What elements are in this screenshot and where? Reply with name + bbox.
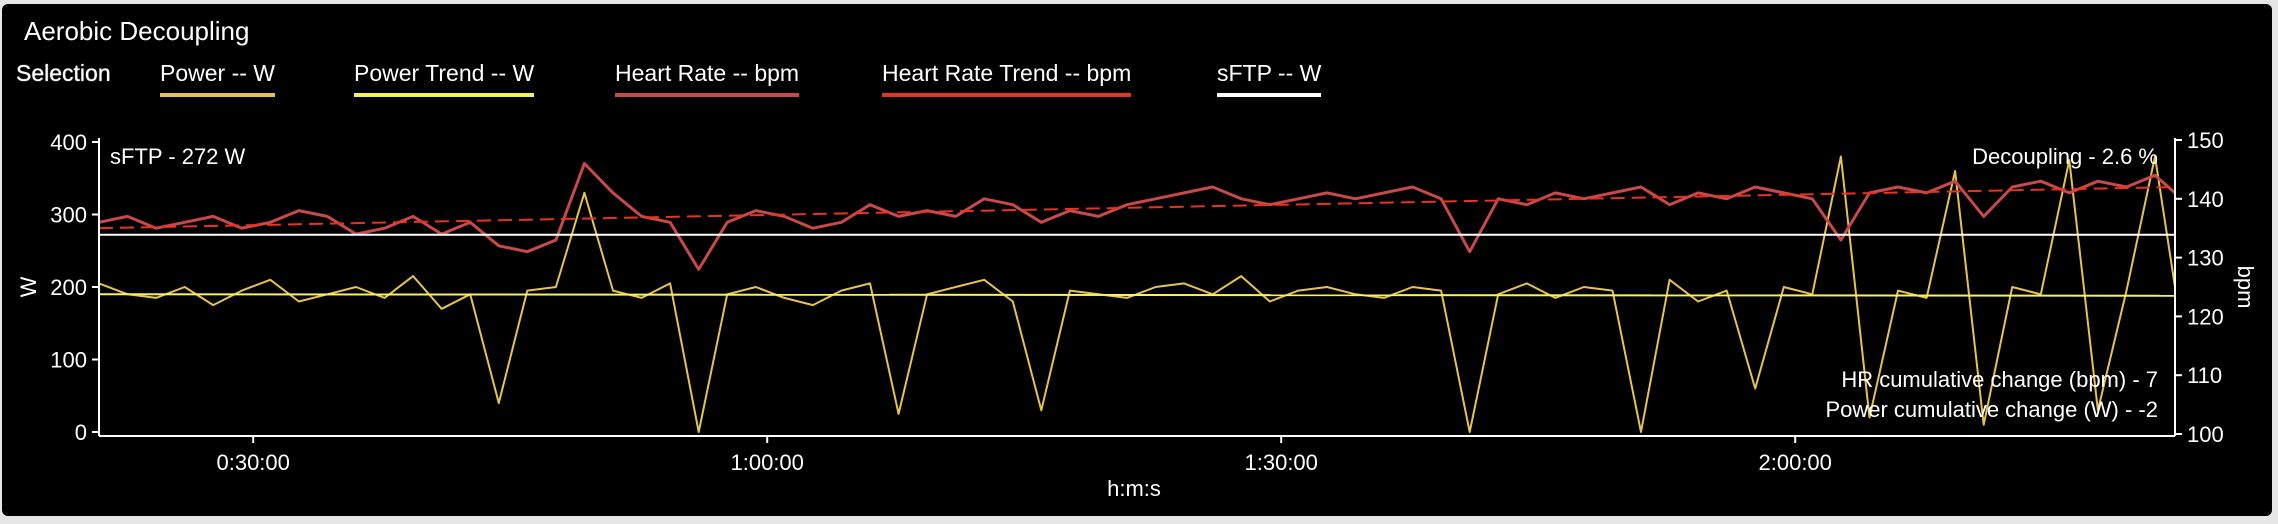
y-right-tick-label: 140 — [2187, 187, 2224, 212]
x-tick-label: 1:30:00 — [1245, 450, 1318, 475]
power-trend-line — [98, 293, 2176, 297]
legend-item-heart-rate-trend[interactable]: Heart Rate Trend -- bpm — [882, 60, 1132, 97]
decoupling-annotation: Decoupling - 2.6 % — [1972, 144, 2158, 169]
y-axis-right-label: bpm — [2233, 266, 2258, 309]
aerobic-decoupling-panel: Aerobic Decoupling Selection Power -- W … — [2, 4, 2272, 516]
y-right-tick-label: 130 — [2187, 246, 2224, 271]
power-series-line — [98, 155, 2176, 433]
heart-rate-series-line — [98, 162, 2176, 271]
legend-item-sftp[interactable]: sFTP -- W — [1217, 60, 1322, 97]
y-left-tick-label: 200 — [50, 275, 87, 300]
x-axis-label: h:m:s — [1107, 476, 1161, 501]
y-right-tick-label: 100 — [2187, 422, 2224, 447]
x-tick-label: 0:30:00 — [216, 450, 289, 475]
legend-selection-label: Selection — [16, 60, 111, 86]
y-right-tick-label: 120 — [2187, 304, 2224, 329]
y-right-tick-label: 150 — [2187, 128, 2224, 153]
legend-item-power[interactable]: Power -- W — [160, 60, 275, 97]
y-right-tick-label: 110 — [2187, 363, 2222, 388]
legend-item-power-trend[interactable]: Power Trend -- W — [354, 60, 535, 97]
y-left-tick-label: 100 — [50, 348, 87, 373]
legend-item-heart-rate[interactable]: Heart Rate -- bpm — [615, 60, 800, 97]
hr-cumulative-change-annotation: HR cumulative change (bpm) - 7 — [1841, 367, 2158, 392]
x-tick-label: 1:00:00 — [731, 450, 804, 475]
y-left-tick-label: 300 — [50, 203, 87, 228]
sftp-annotation: sFTP - 272 W — [110, 144, 246, 169]
chart-title: Aerobic Decoupling — [24, 16, 250, 46]
decoupling-chart: 0 100 200 300 400 100 110 120 130 140 150 0:30:00 1:… — [16, 128, 2258, 501]
power-cumulative-change-annotation: Power cumulative change (W) - -2 — [1825, 397, 2158, 422]
heart-rate-trend-line — [98, 186, 2176, 230]
y-left-tick-label: 400 — [50, 130, 87, 155]
y-axis-left-label: W — [16, 276, 41, 297]
y-left-tick-label: 0 — [75, 420, 87, 445]
x-tick-label: 2:00:00 — [1759, 450, 1832, 475]
